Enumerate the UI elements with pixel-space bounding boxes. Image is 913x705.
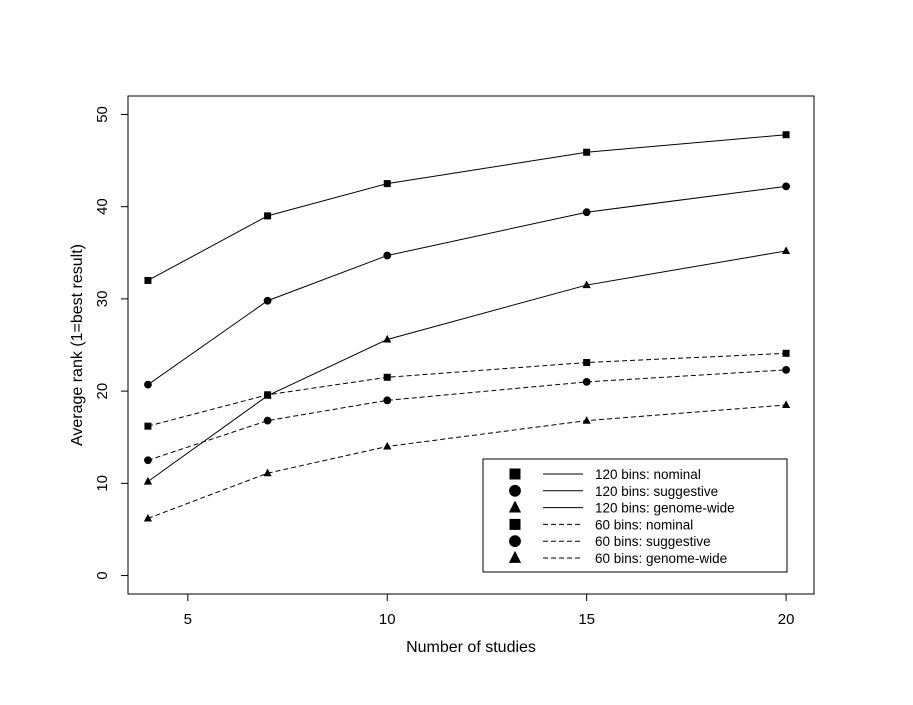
- series-5: [144, 366, 790, 465]
- legend-label: 60 bins: genome-wide: [595, 551, 727, 566]
- y-tick-label: 40: [94, 198, 111, 215]
- data-point: [264, 212, 272, 220]
- legend-label: 60 bins: nominal: [595, 517, 693, 532]
- y-tick-label: 10: [94, 475, 111, 492]
- legend-label: 120 bins: genome-wide: [595, 501, 735, 516]
- data-point: [782, 182, 790, 191]
- data-point: [264, 391, 272, 399]
- series-1: [144, 131, 790, 284]
- series-layer: [143, 131, 791, 522]
- legend-marker: [509, 518, 521, 530]
- data-point: [144, 422, 152, 430]
- x-tick-label: 5: [184, 611, 192, 628]
- legend-marker: [508, 500, 522, 513]
- series-line: [147, 250, 787, 482]
- y-axis: 0 10 20 30 40 50: [94, 106, 128, 580]
- data-point: [583, 148, 591, 156]
- plot-frame: [127, 95, 815, 595]
- y-tick-label: 50: [94, 106, 111, 123]
- data-point: [582, 377, 591, 386]
- y-axis-title: Average rank (1=best result): [69, 244, 86, 446]
- legend-box: [482, 458, 788, 573]
- legend-item: 60 bins: nominal: [509, 517, 693, 532]
- data-point: [583, 359, 591, 367]
- data-point: [781, 246, 791, 255]
- data-point: [383, 251, 392, 260]
- legend-label: 120 bins: nominal: [595, 467, 701, 482]
- data-point: [781, 400, 791, 409]
- series-6: [143, 400, 791, 522]
- data-point: [383, 441, 392, 450]
- data-point: [582, 280, 591, 289]
- legend-marker: [508, 550, 522, 563]
- y-tick-label: 0: [94, 571, 111, 579]
- series-3: [143, 246, 791, 485]
- data-point: [263, 468, 272, 477]
- legend-marker: [509, 535, 521, 548]
- data-point: [143, 513, 153, 522]
- data-point: [782, 366, 790, 374]
- series-line: [147, 134, 787, 281]
- y-tick-label: 30: [94, 291, 111, 308]
- x-tick-label: 10: [379, 611, 396, 628]
- data-point: [263, 416, 272, 425]
- legend-item: 120 bins: suggestive: [509, 484, 718, 499]
- data-point: [144, 456, 152, 465]
- data-point: [144, 276, 152, 284]
- x-tick-label: 15: [578, 611, 595, 628]
- x-axis-title: Number of studies: [406, 639, 536, 656]
- series-4: [144, 349, 790, 430]
- data-point: [782, 349, 790, 357]
- legend-item: 60 bins: genome-wide: [508, 550, 727, 566]
- x-tick-label: 20: [778, 611, 795, 628]
- series-line: [147, 185, 787, 386]
- x-axis: 5 10 15 20: [184, 594, 795, 628]
- legend-label: 120 bins: suggestive: [595, 484, 718, 499]
- legend-marker: [509, 484, 521, 497]
- legend-marker: [509, 468, 521, 480]
- data-point: [383, 334, 392, 343]
- legend: 120 bins: nominal 120 bins: suggestive 120…: [482, 458, 788, 573]
- data-point: [143, 476, 153, 485]
- data-point: [582, 416, 591, 424]
- data-point: [144, 380, 152, 389]
- data-point: [383, 396, 392, 405]
- data-point: [263, 296, 272, 305]
- y-tick-label: 20: [94, 383, 111, 400]
- series-line: [147, 369, 787, 461]
- data-point: [383, 373, 391, 381]
- series-line: [147, 352, 787, 427]
- data-point: [383, 180, 391, 188]
- legend-item: 60 bins: suggestive: [509, 534, 711, 549]
- series-2: [144, 182, 790, 389]
- data-point: [582, 208, 591, 217]
- data-point: [782, 131, 790, 139]
- legend-label: 60 bins: suggestive: [595, 534, 711, 549]
- legend-item: 120 bins: nominal: [509, 467, 701, 482]
- legend-item: 120 bins: genome-wide: [508, 500, 735, 516]
